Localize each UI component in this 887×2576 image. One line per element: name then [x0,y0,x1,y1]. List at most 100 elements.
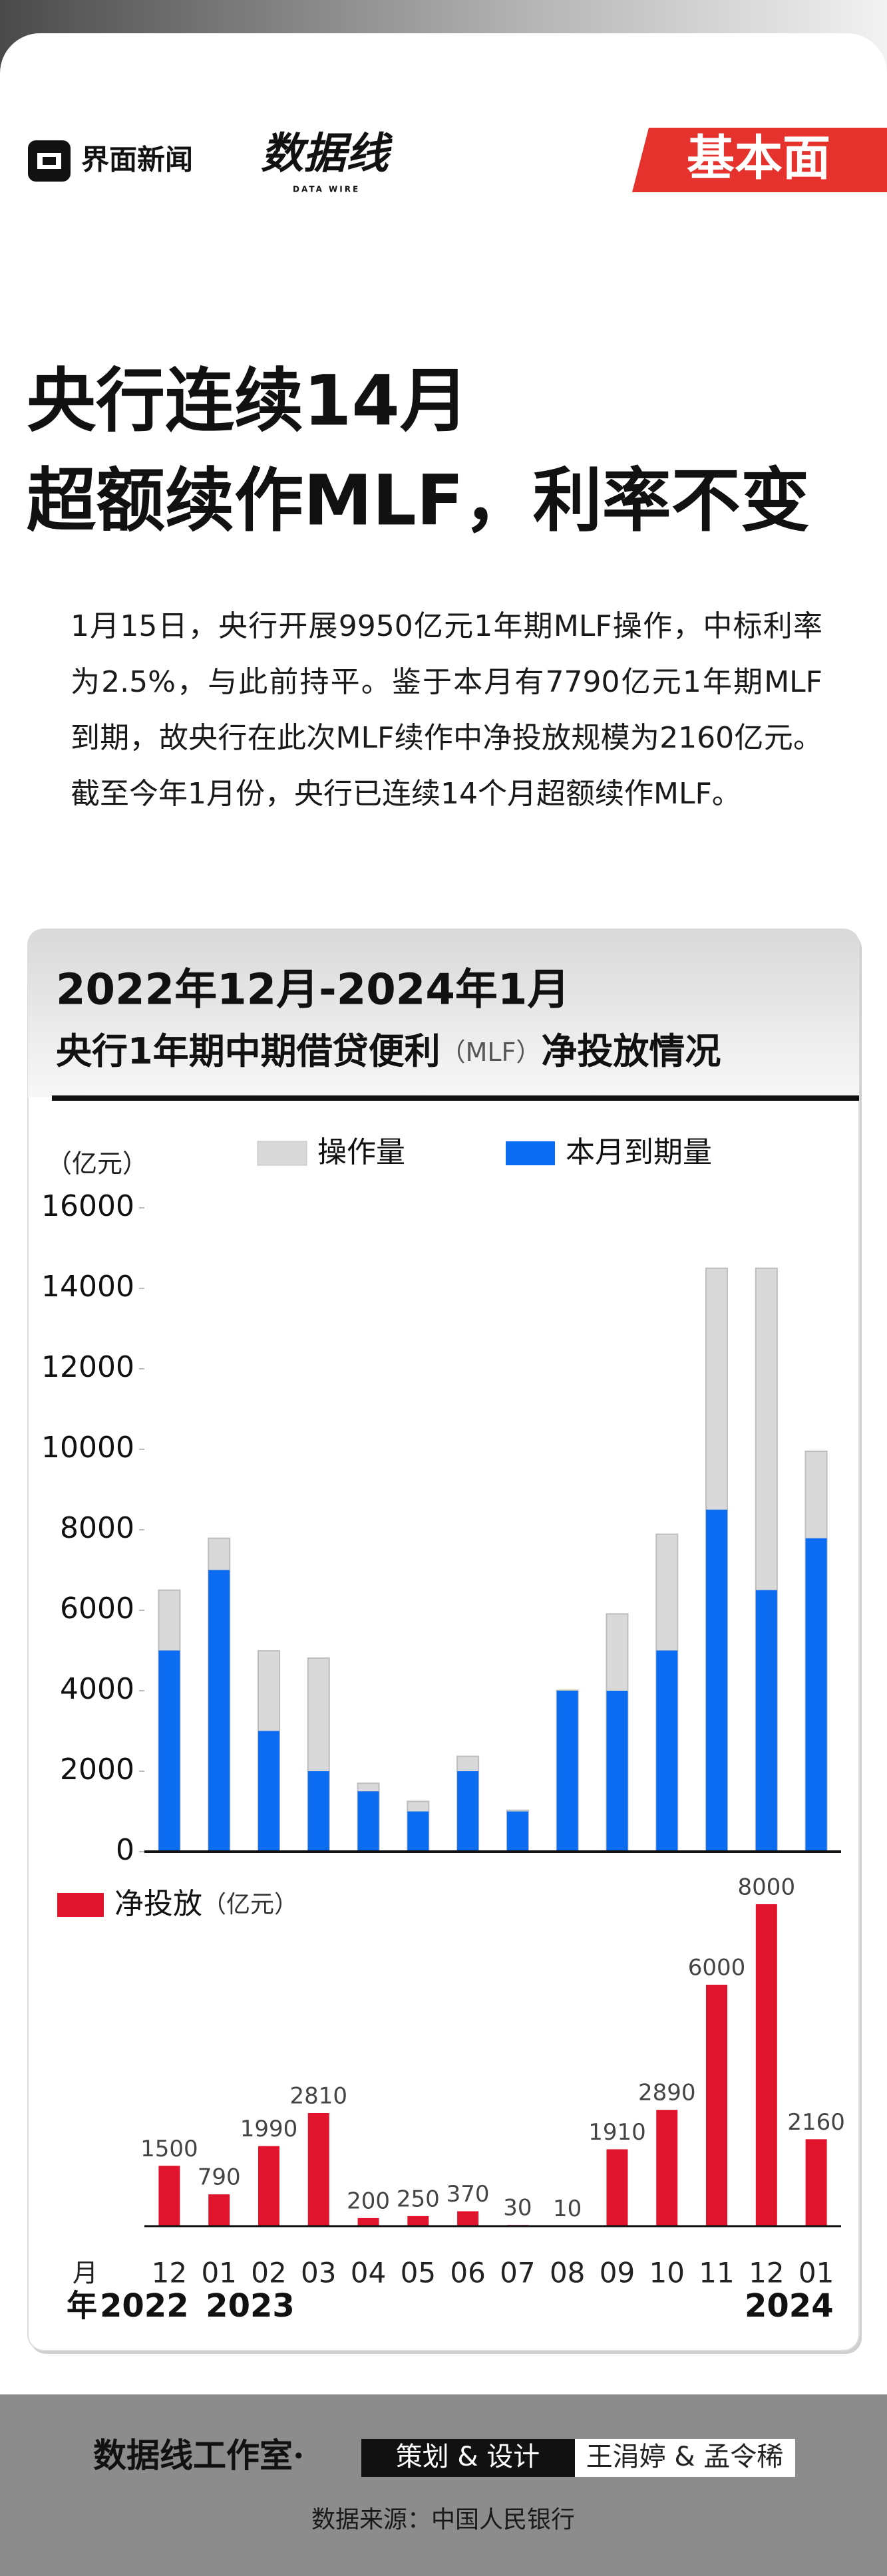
x-tick-label: 09 [600,2257,635,2289]
y-tick-label: 12000 [41,1350,134,1384]
article-body: 1月15日，央行开展9950亿元1年期MLF操作，中标利率为2.5%，与此前持平… [71,609,822,811]
unit-label: （亿元） [47,1149,148,1179]
y-tick-label: 10000 [41,1431,134,1465]
bar [208,2194,230,2226]
bar [656,1650,678,1852]
bar [357,2218,379,2226]
card-subtitle-part: 央行1年期中期借贷便利 [56,1030,441,1072]
y-tick-label: 16000 [41,1189,134,1223]
y-tick-label: 8000 [60,1511,134,1545]
legend-swatch [57,1893,104,1917]
legend-swatch [506,1141,555,1165]
year-label: 2022 [100,2287,189,2325]
x-tick-label: 10 [649,2257,685,2289]
y-tick-label: 0 [116,1833,134,1867]
bar [407,2216,429,2226]
x-tick-label: 06 [450,2257,485,2289]
bar [407,1811,429,1852]
tag: 基本面 [687,130,830,186]
x-tick-label: 11 [699,2257,734,2289]
brand-sub: DATA WIRE [293,185,360,194]
x-axis-label: 月 [73,2259,98,2288]
card-rule [52,1095,859,1101]
bar [357,1791,379,1852]
x-tick-label: 05 [401,2257,436,2289]
y-tick-label: 4000 [60,1672,134,1706]
bar [805,2139,827,2226]
brand: 数据线 [261,129,393,179]
value-label: 6000 [688,1955,746,1981]
bar [307,2112,329,2226]
bar [755,1904,777,2226]
bar [457,2211,479,2226]
bar [506,1811,528,1852]
card-subtitle: 央行1年期中期借贷便利（MLF）净投放情况 [56,1030,721,1072]
tag-bg [632,128,887,192]
bar [755,1590,777,1852]
y-tick-label: 2000 [60,1753,134,1787]
value-label: 2890 [638,2080,696,2106]
footer-authors-bg [575,2439,795,2477]
card-subtitle-part: 净投放情况 [541,1030,721,1072]
card-subtitle-part: （MLF） [441,1038,542,1067]
title-line: 央行连续14月 [27,360,469,441]
bar [208,1570,230,1852]
bar [307,1771,329,1852]
bar [706,1985,728,2226]
logo-glyph [37,153,61,169]
bar [158,1650,180,1852]
value-label: 1990 [240,2116,298,2142]
footer-source: 数据来源：中国人民银行 [311,2506,575,2533]
value-label: 1910 [588,2119,646,2146]
x-tick-label: 08 [550,2257,585,2289]
unit-label: （亿元） [202,1891,298,1918]
bar [258,1731,279,1852]
title-line: 超额续作MLF，利率不变 [27,460,810,541]
card-title: 2022年12月-2024年1月 [56,966,570,1015]
value-label: 8000 [738,1874,796,1901]
year-label: 2023 [206,2287,295,2325]
bar [805,1538,827,1852]
year-axis-label: 年 [67,2288,97,2324]
bar [606,1691,628,1852]
value-label: 200 [347,2188,390,2214]
logo-text: 界面新闻 [81,144,193,176]
value-label: 250 [397,2186,440,2212]
footer-role: 策划 & 设计 [396,2442,540,2472]
bar [158,2166,180,2226]
bar [258,2146,279,2226]
x-tick-label: 12 [152,2257,187,2289]
x-tick-label: 04 [351,2257,386,2289]
value-label: 2810 [289,2082,347,2109]
value-label: 370 [446,2181,490,2208]
value-label: 10 [553,2196,582,2222]
bar [706,1509,728,1852]
x-tick-label: 01 [798,2257,834,2289]
logo-icon [28,140,71,182]
x-tick-label: 03 [301,2257,336,2289]
y-tick-label: 6000 [60,1592,134,1626]
footer-studio: 数据线工作室· [93,2436,304,2475]
bar [606,2149,628,2226]
legend-label: 净投放（亿元） [114,1887,298,1921]
bar [656,2110,678,2226]
value-label: 2160 [787,2109,845,2136]
legend-label: 本月到期量 [566,1135,712,1169]
x-tick-label: 01 [201,2257,236,2289]
bar [457,1771,479,1852]
footer [0,2394,887,2576]
year-label: 2024 [745,2287,834,2325]
y-tick-label: 14000 [41,1270,134,1304]
value-label: 1500 [140,2136,198,2162]
x-tick-label: 07 [500,2257,535,2289]
footer-authors: 王涓婷 & 孟令稀 [586,2442,784,2472]
bar [556,1691,578,1852]
value-label: 790 [198,2164,241,2191]
legend-label: 操作量 [317,1135,405,1169]
legend-swatch [257,1141,307,1166]
card-header [28,929,859,1097]
value-label: 30 [503,2195,532,2221]
